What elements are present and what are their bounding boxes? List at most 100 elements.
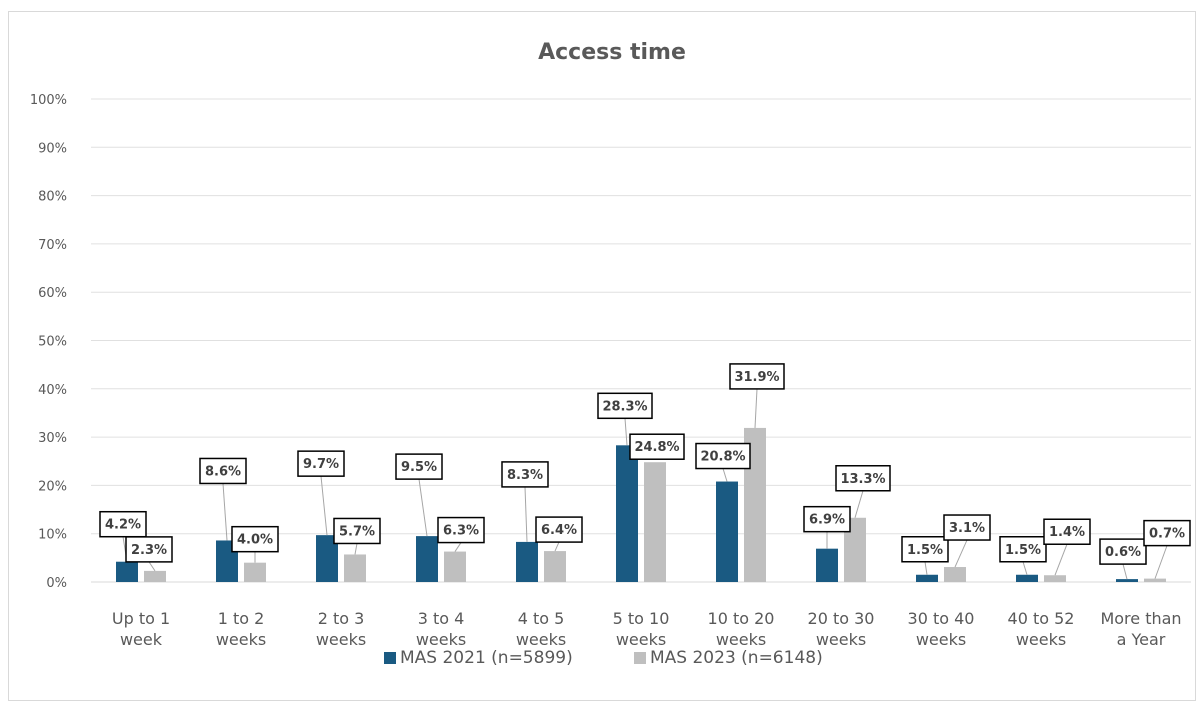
data-label-mas-2023: 31.9% [734,370,779,385]
chart-title: Access time [538,40,686,65]
data-label-mas-2021: 8.3% [507,468,543,483]
x-category-label: 10 to 20 [708,609,775,628]
label-leader-line [148,561,156,572]
label-leader-line [320,476,328,536]
data-label-mas-2021-box [99,510,147,538]
x-category-label: weeks [816,630,866,649]
x-category-label: weeks [716,630,766,649]
bar-mas-2021 [316,535,338,582]
label-leader-line [954,539,968,568]
label-leader-line [222,483,228,541]
bar-mas-2021 [916,574,938,582]
legend-swatch [384,652,396,664]
y-tick-label: 30% [38,431,67,446]
data-label-mas-2023: 6.4% [541,523,577,538]
data-label-mas-2023: 1.4% [1049,525,1085,540]
data-label-mas-2023: 13.3% [840,472,885,487]
bar-mas-2023 [644,462,666,582]
y-tick-label: 50% [38,335,67,350]
data-label-mas-2023-box [629,433,685,460]
data-label-mas-2021: 6.9% [809,513,845,528]
legend-swatch [634,652,646,664]
x-category-label: 30 to 40 [908,609,975,628]
x-category-label: 1 to 2 [218,609,265,628]
x-category-label: weeks [316,630,366,649]
label-leader-line [454,542,462,552]
data-label-mas-2023: 24.8% [634,440,679,455]
x-category-label: a Year [1117,630,1166,649]
bar-mas-2021 [416,536,438,582]
x-category-label: 3 to 4 [418,609,465,628]
bar-mas-2023 [1144,578,1166,582]
bar-mas-2023 [144,570,166,582]
x-category-label: weeks [1016,630,1066,649]
data-label-mas-2021: 1.5% [907,543,943,558]
x-category-label: More than [1100,609,1181,628]
bar-mas-2023 [844,517,866,582]
label-leader-line [1154,545,1168,579]
bar-mas-2023 [944,567,966,582]
y-tick-label: 60% [38,286,67,301]
bar-mas-2021 [1116,579,1138,582]
bar-mas-2023 [544,551,566,582]
data-label-mas-2021-box [597,392,653,420]
data-label-mas-2021: 9.5% [401,460,437,475]
label-leader-line [354,543,358,555]
legend-label: MAS 2023 (n=6148) [650,648,823,668]
bar-mas-2023 [344,554,366,582]
data-label-mas-2021: 1.5% [1005,543,1041,558]
data-label-mas-2021-box [901,536,949,563]
data-label-mas-2021-box [695,442,751,470]
data-label-mas-2023-box [125,536,173,563]
label-leader-line [854,490,864,518]
data-label-mas-2023-box [835,465,891,492]
data-label-mas-2023: 0.7% [1149,527,1185,542]
bar-mas-2021 [616,445,638,582]
label-leader-line [524,486,528,542]
x-category-label: weeks [216,630,266,649]
y-tick-label: 100% [30,93,67,108]
chart-container: 4.2% 2.3% 8.6% 4.0% 9.7% 5.7% 9.5% 6.3% 8.3% 6.4%… [8,11,1196,701]
bar-mas-2023 [444,551,466,582]
chart-svg: 4.2% 2.3% 8.6% 4.0% 9.7% 5.7% 9.5% 6.3% 8.3% 6.4%… [30,40,1191,668]
data-label-mas-2021-box [1099,538,1147,565]
y-tick-label: 10% [38,528,67,543]
data-label-mas-2021-box [999,536,1047,563]
label-leader-line [1022,561,1028,575]
data-label-mas-2023-box [1043,518,1091,545]
x-category-label: weeks [616,630,666,649]
data-label-mas-2021: 28.3% [602,399,647,414]
x-category-label: weeks [416,630,466,649]
data-label-mas-2023-box [333,517,381,545]
y-tick-label: 90% [38,141,67,156]
label-leader-line [1122,563,1128,580]
data-label-mas-2023-box [1143,519,1191,547]
data-label-mas-2021: 8.6% [205,464,241,479]
label-leader-line [418,479,428,537]
data-label-mas-2021-box [297,450,345,477]
bar-mas-2021 [1016,574,1038,582]
data-label-mas-2023-box [729,363,785,390]
x-category-label: 20 to 30 [808,609,875,628]
label-leader-line [924,561,928,575]
data-label-mas-2021: 9.7% [303,457,339,472]
x-category-label: Up to 1 [112,609,170,628]
data-label-mas-2023: 5.7% [339,524,375,539]
data-label-mas-2021-box [803,505,851,533]
legend-label: MAS 2021 (n=5899) [400,648,573,668]
data-label-mas-2021: 0.6% [1105,545,1141,560]
x-category-label: weeks [916,630,966,649]
x-category-label: 4 to 5 [518,609,565,628]
label-leader-line [1054,544,1068,576]
data-label-mas-2021-box [501,461,549,488]
data-label-mas-2023: 3.1% [949,521,985,536]
x-category-label: week [120,630,163,649]
data-label-mas-2021: 4.2% [105,518,141,533]
y-tick-label: 80% [38,190,67,205]
bar-mas-2021 [116,561,138,582]
x-category-label: 2 to 3 [318,609,365,628]
bar-mas-2023 [1044,575,1066,582]
x-category-label: 5 to 10 [613,609,670,628]
y-tick-label: 70% [38,238,67,253]
data-label-mas-2023: 6.3% [443,524,479,539]
